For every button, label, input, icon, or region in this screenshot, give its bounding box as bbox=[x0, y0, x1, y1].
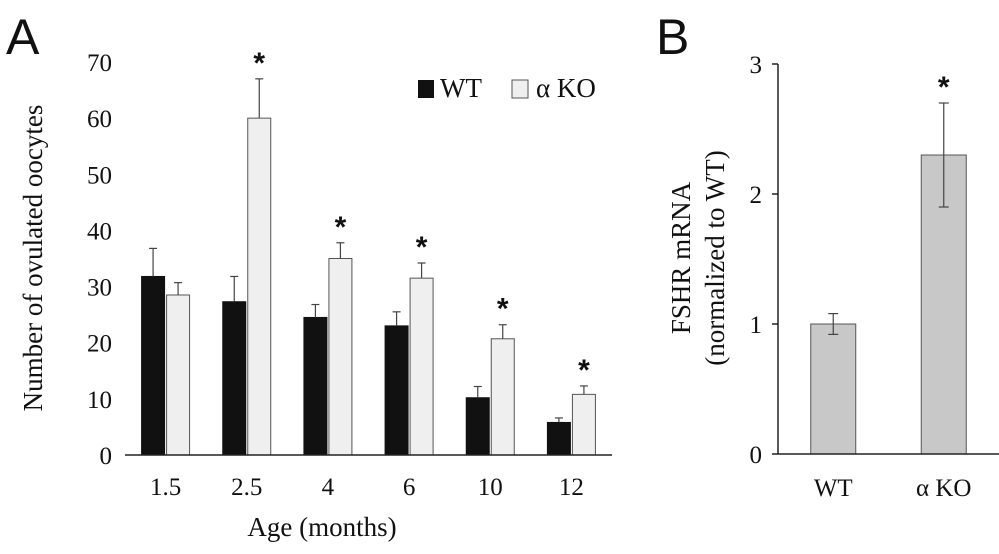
b-significance-marks: * bbox=[938, 71, 950, 104]
a-bar-ko bbox=[328, 258, 353, 456]
a-x-tick-label: 2.5 bbox=[231, 474, 262, 501]
a-significance-marks: * * * * * bbox=[253, 47, 590, 387]
a-bar-wt bbox=[546, 421, 571, 456]
a-y-tick-label: 10 bbox=[87, 387, 112, 414]
a-bar-ko bbox=[490, 338, 515, 456]
a-error-bar bbox=[392, 311, 401, 326]
a-significance-star: * bbox=[578, 354, 590, 387]
a-x-tick-label: 10 bbox=[478, 474, 503, 501]
b-x-tick-label: WT bbox=[814, 475, 853, 502]
a-error-bar bbox=[498, 324, 507, 339]
a-x-tick-label: 12 bbox=[559, 474, 584, 501]
a-x-tick-label: 6 bbox=[403, 474, 416, 501]
b-significance-star: * bbox=[938, 71, 950, 104]
a-error-bar bbox=[417, 262, 426, 279]
b-error-bar bbox=[938, 102, 949, 208]
a-bar-wt bbox=[384, 325, 409, 456]
a-bar-ko bbox=[247, 117, 272, 456]
a-y-tick-label: 30 bbox=[87, 275, 112, 302]
a-bar-wt bbox=[303, 316, 328, 456]
a-error-bar bbox=[149, 247, 158, 277]
a-error-bar bbox=[579, 385, 588, 395]
b-y-ticks: 0 1 2 3 bbox=[750, 52, 778, 469]
b-error-bars bbox=[828, 102, 949, 335]
a-bars bbox=[141, 117, 596, 456]
a-significance-star: * bbox=[416, 231, 428, 264]
a-y-tick-label: 70 bbox=[87, 50, 112, 77]
legend-ko-label: α KO bbox=[536, 73, 596, 103]
a-y-tick-label: 20 bbox=[87, 331, 112, 358]
a-significance-star: * bbox=[497, 293, 509, 326]
a-error-bars bbox=[149, 78, 588, 423]
a-y-tick-label: 40 bbox=[87, 218, 112, 245]
a-x-tick-label: 1.5 bbox=[150, 474, 181, 501]
panel-a-chart: 0 10 20 30 40 50 60 70 * * * * * 1.5 2.5 4 6 10 12 Age (… bbox=[18, 47, 612, 542]
a-error-bar bbox=[255, 78, 264, 119]
a-error-bar bbox=[311, 303, 320, 318]
b-y-tick: 0 bbox=[750, 442, 778, 469]
a-bar-wt bbox=[465, 397, 490, 456]
legend-wt-swatch bbox=[418, 80, 434, 98]
a-y-tick-label: 50 bbox=[87, 162, 112, 189]
b-y-tick: 1 bbox=[750, 312, 778, 339]
b-y-tick: 3 bbox=[750, 52, 778, 79]
legend-wt-label: WT bbox=[440, 73, 482, 103]
b-y-tick-label: 2 bbox=[750, 182, 763, 209]
a-y-tick-label: 0 bbox=[100, 443, 113, 470]
b-bar bbox=[810, 323, 857, 455]
panel-b-label: B bbox=[656, 9, 689, 65]
b-y-tick-label: 1 bbox=[750, 312, 763, 339]
a-error-bar bbox=[473, 385, 482, 398]
a-bar-wt bbox=[222, 301, 247, 456]
a-bar-wt bbox=[141, 275, 166, 456]
a-error-bar bbox=[554, 417, 563, 423]
a-bar-ko bbox=[571, 393, 596, 456]
b-error-bar bbox=[828, 313, 839, 335]
a-bar-ko bbox=[166, 294, 191, 456]
b-y-tick-label: 3 bbox=[750, 52, 763, 79]
panel-a-label: A bbox=[6, 9, 40, 65]
a-y-tick-label: 60 bbox=[87, 106, 112, 133]
legend-ko-swatch bbox=[511, 79, 529, 99]
b-x-tick-labels: WT α KO bbox=[814, 475, 972, 502]
legend: WT α KO bbox=[418, 73, 596, 103]
a-x-axis-title: Age (months) bbox=[247, 512, 396, 542]
b-y-tick-label: 0 bbox=[750, 442, 763, 469]
b-bars bbox=[810, 154, 967, 455]
a-error-bar bbox=[230, 275, 239, 302]
a-significance-star: * bbox=[335, 211, 347, 244]
b-y-axis-title-line1: FSHR mRNA bbox=[666, 181, 696, 334]
a-x-tick-labels: 1.5 2.5 4 6 10 12 bbox=[150, 474, 584, 501]
b-y-tick: 2 bbox=[750, 182, 778, 209]
a-error-bar bbox=[174, 282, 183, 295]
a-y-axis-title: Number of ovulated oocytes bbox=[18, 105, 48, 412]
b-y-axis-title-line2: (normalized to WT) bbox=[700, 150, 730, 365]
a-significance-star: * bbox=[253, 47, 265, 80]
panel-b-chart: 0 1 2 3 * WT α KO FSHR mRNA (normalized to W… bbox=[666, 52, 999, 502]
a-error-bar bbox=[336, 242, 345, 259]
b-x-tick-label: α KO bbox=[916, 475, 971, 502]
a-y-ticks: 0 10 20 30 40 50 60 70 bbox=[87, 50, 112, 470]
a-bar-ko bbox=[409, 277, 434, 456]
a-x-tick-label: 4 bbox=[322, 474, 335, 501]
